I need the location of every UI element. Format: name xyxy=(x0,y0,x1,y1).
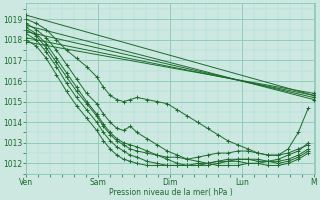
X-axis label: Pression niveau de la mer( hPa ): Pression niveau de la mer( hPa ) xyxy=(109,188,233,197)
